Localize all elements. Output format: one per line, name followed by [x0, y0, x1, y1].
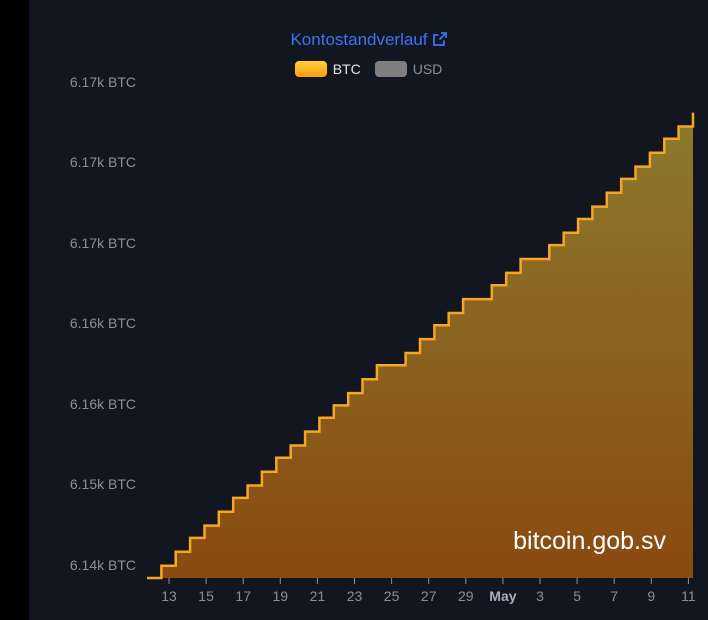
x-tick-label: 17 [235, 588, 251, 604]
x-tick-label: 29 [458, 588, 474, 604]
x-tick-label: 23 [347, 588, 363, 604]
legend-item-btc[interactable]: BTC [294, 61, 361, 77]
x-axis: 13 15 17 19 21 23 25 27 29 May 3 5 7 9 11 [161, 588, 696, 604]
chart-title-text: Kontostandverlauf [290, 30, 428, 49]
x-tick-label: 13 [161, 588, 177, 604]
balance-chart: 6.14k BTC 6.15k BTC 6.16k BTC 6.16k BTC 6.17… [70, 74, 696, 604]
legend-swatch-usd [374, 61, 407, 77]
x-tick-label: 5 [573, 588, 581, 604]
chart-title[interactable]: Kontostandverlauf [29, 30, 708, 51]
x-tick-label: 9 [647, 588, 655, 604]
y-tick-label: 6.17k BTC [70, 235, 136, 251]
x-tick-label: 27 [421, 588, 437, 604]
y-tick-label: 6.14k BTC [70, 557, 136, 573]
y-tick-label: 6.16k BTC [70, 315, 136, 331]
y-tick-label: 6.17k BTC [70, 74, 136, 90]
x-tick-label: 15 [198, 588, 214, 604]
legend: BTC USD [29, 61, 708, 77]
y-tick-label: 6.16k BTC [70, 396, 136, 412]
chart-title-link[interactable]: Kontostandverlauf [290, 30, 447, 51]
x-tick-label: 11 [681, 588, 696, 604]
legend-label-btc: BTC [332, 61, 361, 77]
y-tick-label: 6.17k BTC [70, 154, 136, 170]
x-tick-label: 3 [536, 588, 544, 604]
x-tick-label: 25 [384, 588, 400, 604]
legend-item-usd[interactable]: USD [374, 61, 443, 77]
legend-swatch-btc [294, 61, 327, 77]
balance-line [147, 112, 695, 580]
x-tick-label: May [489, 588, 516, 604]
watermark: bitcoin.gob.sv [513, 527, 666, 555]
external-link-icon [432, 31, 447, 51]
x-tick-marks [168, 578, 689, 584]
chart-panel: 6.14k BTC 6.15k BTC 6.16k BTC 6.16k BTC 6.17… [29, 0, 708, 620]
y-tick-label: 6.15k BTC [70, 476, 136, 492]
x-tick-label: 19 [273, 588, 289, 604]
y-axis: 6.14k BTC 6.15k BTC 6.16k BTC 6.16k BTC 6.17… [70, 74, 136, 573]
legend-label-usd: USD [412, 61, 443, 77]
x-tick-label: 21 [310, 588, 326, 604]
x-tick-label: 7 [610, 588, 618, 604]
